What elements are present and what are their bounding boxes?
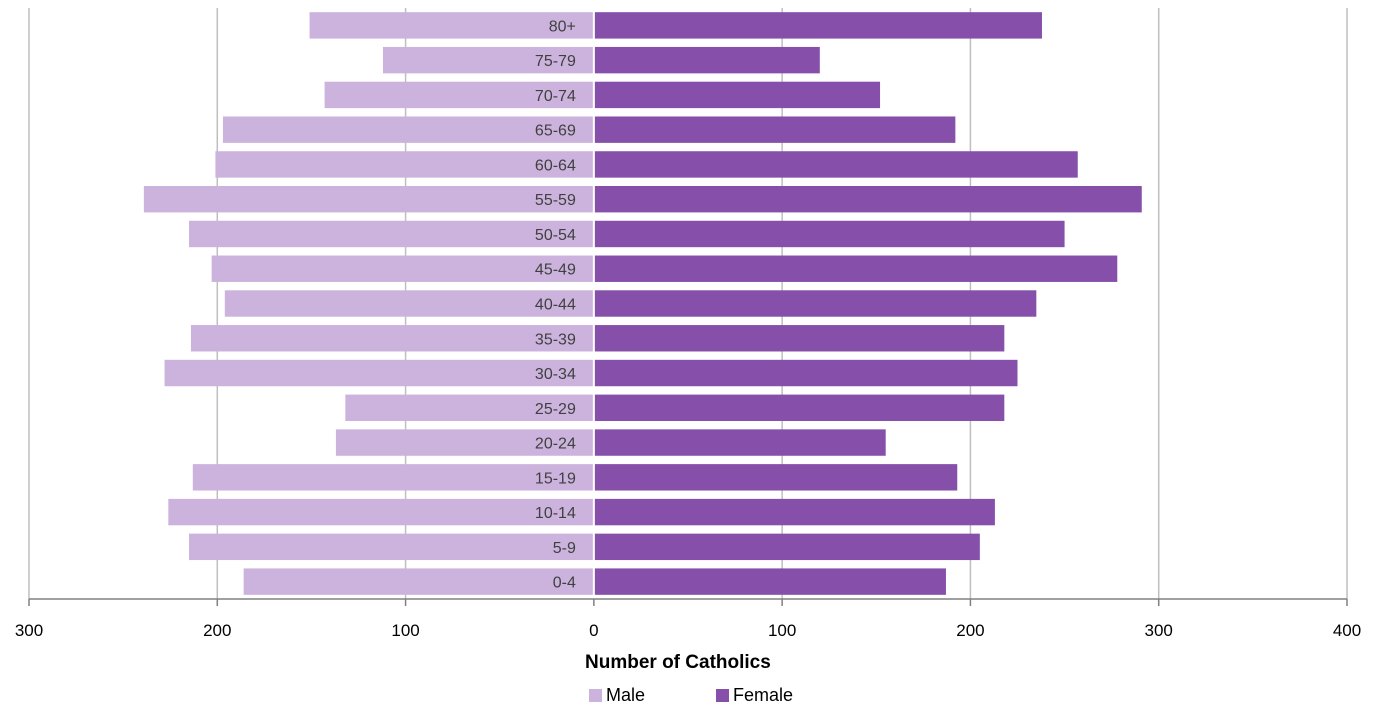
x-tick-label: 100 xyxy=(768,621,796,640)
bar-female-10-14 xyxy=(593,498,995,526)
category-label: 55-59 xyxy=(535,192,576,209)
bar-male-20-24 xyxy=(335,429,594,456)
bar-female-30-34 xyxy=(593,359,1018,387)
category-label: 65-69 xyxy=(535,123,576,140)
category-label: 60-64 xyxy=(535,157,576,174)
bar-male-60-64 xyxy=(215,151,594,178)
bar-male-70-74 xyxy=(324,81,594,109)
bar-female-5-9 xyxy=(593,533,980,561)
bar-female-80+ xyxy=(593,12,1042,39)
category-label: 5-9 xyxy=(553,540,576,557)
bar-male-50-54 xyxy=(189,220,594,248)
x-tick-label: 0 xyxy=(589,621,598,640)
bar-male-40-44 xyxy=(224,290,594,317)
bar-female-15-19 xyxy=(593,464,958,491)
bar-female-0-4 xyxy=(593,568,946,595)
category-label: 0-4 xyxy=(553,575,576,592)
category-label: 25-29 xyxy=(535,401,576,418)
category-label: 35-39 xyxy=(535,331,576,348)
bar-male-10-14 xyxy=(168,498,594,526)
bar-male-5-9 xyxy=(189,533,594,561)
category-label: 15-19 xyxy=(535,470,576,487)
bar-female-20-24 xyxy=(593,429,886,456)
legend-label-female: Female xyxy=(733,685,793,705)
category-label: 30-34 xyxy=(535,366,576,383)
bar-male-30-34 xyxy=(164,359,594,387)
bar-male-45-49 xyxy=(211,255,594,282)
bar-male-65-69 xyxy=(222,116,594,143)
bar-male-0-4 xyxy=(243,568,594,595)
bar-female-70-74 xyxy=(593,81,881,109)
category-label: 70-74 xyxy=(535,88,576,105)
x-tick-label: 400 xyxy=(1333,621,1361,640)
x-tick-label: 200 xyxy=(203,621,231,640)
legend-swatch-female xyxy=(716,689,729,702)
legend-swatch-male xyxy=(589,689,602,702)
legend-label-male: Male xyxy=(606,685,645,705)
bar-female-40-44 xyxy=(593,290,1037,317)
category-label: 10-14 xyxy=(535,505,576,522)
x-axis-title: Number of Catholics xyxy=(585,652,771,673)
category-label: 40-44 xyxy=(535,297,576,314)
bar-male-55-59 xyxy=(143,185,594,213)
bar-male-75-79 xyxy=(382,46,594,74)
category-labels: 80+ 75-79 70-74 65-69 60-64 55-59 50-54 45-49 40… xyxy=(535,18,576,591)
x-axis: 300 200 100 0 100 200 300 400 xyxy=(15,598,1361,640)
category-label: 50-54 xyxy=(535,227,576,244)
bars xyxy=(143,8,1142,599)
bar-male-35-39 xyxy=(190,325,594,352)
bar-female-25-29 xyxy=(593,394,1005,422)
bar-female-75-79 xyxy=(593,46,820,74)
category-label: 75-79 xyxy=(535,53,576,70)
bar-male-80+ xyxy=(309,12,594,39)
legend: Male Female xyxy=(589,685,793,705)
bar-male-25-29 xyxy=(345,394,594,422)
bar-female-60-64 xyxy=(593,151,1078,178)
x-tick-label: 300 xyxy=(1145,621,1173,640)
bar-female-35-39 xyxy=(593,325,1005,352)
category-label: 20-24 xyxy=(535,436,576,453)
bar-female-65-69 xyxy=(593,116,956,143)
category-label: 45-49 xyxy=(535,262,576,279)
category-label: 80+ xyxy=(549,18,576,35)
x-tick-label: 200 xyxy=(956,621,984,640)
x-tick-label: 300 xyxy=(15,621,43,640)
bar-male-15-19 xyxy=(192,464,594,491)
x-tick-label: 100 xyxy=(391,621,419,640)
bar-female-50-54 xyxy=(593,220,1065,248)
bar-female-55-59 xyxy=(593,185,1142,213)
bar-female-45-49 xyxy=(593,255,1118,282)
